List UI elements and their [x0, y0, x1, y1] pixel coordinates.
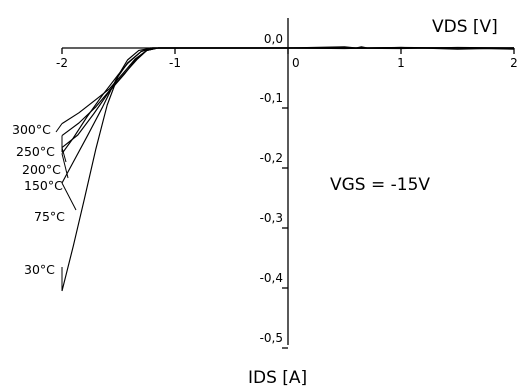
x-tick-label: 2	[510, 56, 518, 70]
series-label: 75°C	[34, 209, 65, 224]
x-axis-label: VDS [V]	[432, 17, 498, 37]
curve-30c	[61, 47, 514, 292]
y-tick-label: 0,0	[264, 32, 283, 46]
series-label: 30°C	[24, 262, 55, 277]
label-leader	[61, 147, 67, 163]
x-tick-label: 1	[397, 56, 405, 70]
x-tick-label: 0	[292, 56, 300, 70]
y-tick-label: -0,3	[260, 211, 283, 225]
y-tick-label: -0,4	[260, 271, 283, 285]
series-label: 250°C	[16, 144, 55, 159]
curves	[61, 46, 515, 292]
label-leader	[55, 123, 63, 133]
x-tick-label: -1	[169, 56, 181, 70]
y-axis-label: IDS [A]	[248, 368, 307, 388]
series-label: 150°C	[24, 178, 63, 193]
y-tick-label: -0,1	[260, 91, 283, 105]
vgs-annotation: VGS = -15V	[330, 175, 430, 195]
y-tick-label: -0,2	[260, 151, 283, 165]
label-leader	[61, 182, 77, 211]
series-label: 200°C	[22, 162, 61, 177]
y-ticks: 0,0 -0,1 -0,2 -0,3 -0,4 -0,5	[260, 32, 288, 349]
label-leader	[61, 153, 69, 179]
x-tick-label: -2	[56, 56, 68, 70]
series-label: 300°C	[12, 122, 51, 137]
y-tick-label: -0,5	[260, 331, 283, 345]
